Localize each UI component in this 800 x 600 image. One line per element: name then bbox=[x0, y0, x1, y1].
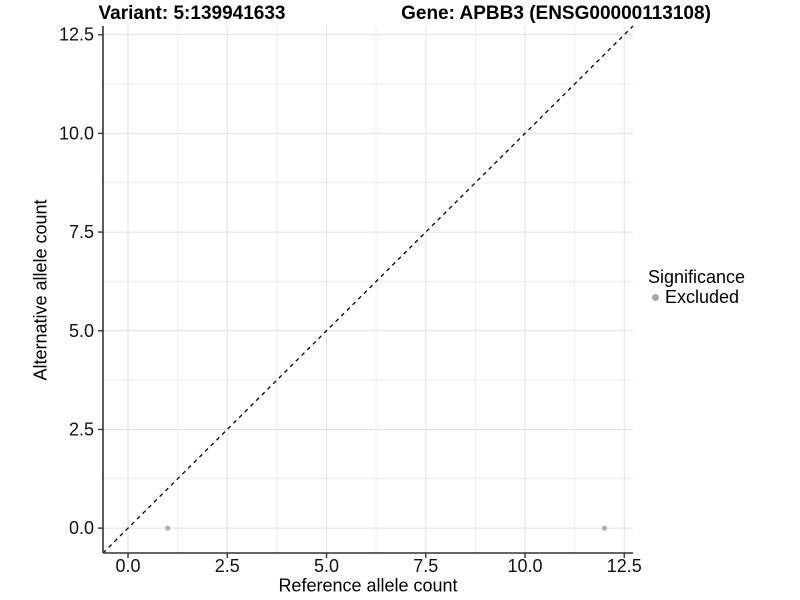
data-point bbox=[601, 525, 608, 531]
y-tick-label: 10.0 bbox=[59, 123, 94, 143]
y-tick-label: 2.5 bbox=[69, 419, 94, 439]
x-tick-label: 10.0 bbox=[507, 556, 542, 576]
legend-item-excluded: Excluded bbox=[646, 287, 745, 307]
data-point bbox=[165, 525, 171, 531]
x-tick-label: 5.0 bbox=[314, 556, 339, 576]
identity-line bbox=[102, 25, 634, 554]
legend-item-label: Excluded bbox=[665, 287, 740, 307]
x-axis-title: Reference allele count bbox=[278, 575, 458, 596]
y-tick-label: 7.5 bbox=[69, 222, 94, 242]
x-tick-label: 2.5 bbox=[215, 556, 240, 576]
legend: Significance Excluded bbox=[646, 267, 745, 307]
plot-title-variant: Variant: 5:139941633 bbox=[98, 3, 286, 24]
x-tick-label: 7.5 bbox=[413, 556, 438, 576]
plot-title-gene: Gene: APBB3 (ENSG00000113108) bbox=[401, 3, 711, 24]
legend-title: Significance bbox=[648, 267, 746, 287]
y-tick-label: 0.0 bbox=[69, 518, 94, 538]
x-tick-label: 12.5 bbox=[607, 556, 642, 576]
y-axis-title: Alternative allele count bbox=[30, 199, 51, 381]
y-tick-label: 12.5 bbox=[59, 25, 94, 45]
legend-point-swatch bbox=[652, 293, 659, 301]
y-tick-label: 5.0 bbox=[69, 321, 94, 341]
x-tick-label: 0.0 bbox=[115, 556, 140, 576]
